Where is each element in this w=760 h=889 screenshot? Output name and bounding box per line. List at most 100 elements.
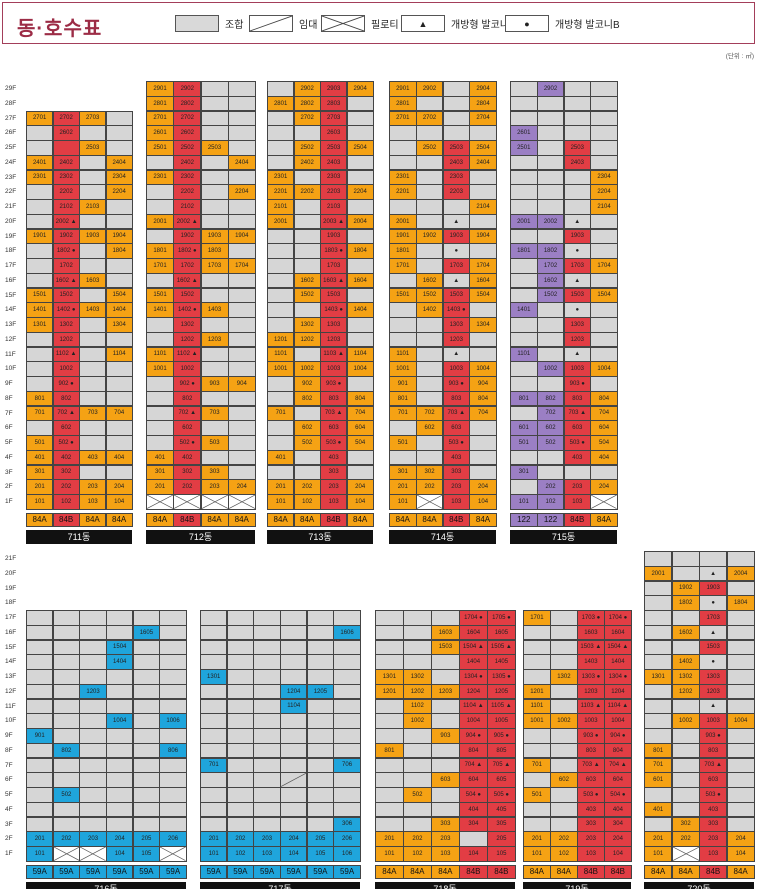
- unit-cell: [106, 772, 134, 788]
- unit-cell: [267, 258, 295, 274]
- unit-type-cell: 84B: [442, 512, 471, 527]
- unit-cell: 2002 ▲: [52, 213, 80, 230]
- unit-cell: 702 ▲: [52, 405, 80, 422]
- unit-cell: [536, 449, 565, 466]
- floor-label: 17F: [5, 614, 17, 621]
- unit-type-cell: 84A: [403, 864, 432, 879]
- unit-cell: [726, 551, 755, 567]
- unit-cell: [200, 816, 228, 833]
- unit-cell: [403, 772, 432, 788]
- building-name: 717동: [200, 881, 360, 889]
- unit-cell: 2404: [227, 154, 256, 171]
- unit-cell: [227, 302, 256, 318]
- unit-cell: 1004: [106, 713, 134, 729]
- unit-cell: [26, 757, 54, 774]
- legend-swatch-rental: [249, 15, 293, 32]
- unit-cell: [79, 169, 107, 186]
- unit-cell: 1302: [52, 317, 80, 333]
- unit-cell: [227, 317, 256, 333]
- unit-cell: 2601: [146, 125, 175, 141]
- unit-cell: [671, 610, 700, 626]
- unit-cell: [333, 654, 361, 670]
- unit-cell: 1803 ●: [320, 243, 348, 259]
- unit-cell: [52, 610, 81, 626]
- unit-cell: 1003: [699, 713, 728, 729]
- unit-type-cell: 84A: [346, 512, 374, 527]
- unit-cell: [431, 742, 460, 759]
- unit-cell: 1602: [536, 272, 565, 289]
- unit-cell: [726, 624, 755, 641]
- unit-type-cell: 84A: [200, 512, 229, 527]
- unit-cell: 405: [487, 801, 516, 818]
- unit-cell: 2103: [320, 199, 348, 215]
- unit-cell: [146, 154, 175, 171]
- unit-cell: [106, 742, 134, 759]
- header-bar: 동·호수표 조합 임대 필로티 ▲ 개방형 발코니A ● 개방형 발코니B: [2, 2, 755, 44]
- unit-cell: 801: [644, 742, 673, 759]
- unit-cell: [590, 331, 618, 348]
- unit-cell: 1203: [577, 683, 605, 700]
- unit-cell: [403, 757, 432, 774]
- unit-cell: [550, 639, 578, 656]
- unit-cell: 604: [346, 420, 374, 436]
- floor-label: 11F: [5, 702, 16, 710]
- unit-cell: 1304: [469, 317, 497, 333]
- unit-cell: 2203: [442, 184, 471, 200]
- unit-cell: [227, 390, 256, 407]
- floor-label: 26F: [5, 129, 17, 137]
- unit-cell: ●: [442, 243, 471, 259]
- unit-cell: [200, 81, 229, 97]
- unit-cell: [159, 772, 187, 788]
- unit-cell: [306, 772, 335, 788]
- unit-cell: [226, 757, 255, 774]
- dot-icon: ●: [505, 15, 549, 32]
- unit-cell: [79, 361, 107, 377]
- unit-cell: 2901: [146, 81, 175, 97]
- unit-type-cell: 84A: [671, 864, 700, 879]
- unit-cell: [159, 757, 187, 774]
- unit-cell: 204: [280, 831, 308, 847]
- unit-cell: 503 ●: [563, 435, 592, 451]
- unit-cell: [146, 376, 175, 392]
- unit-cell: [415, 184, 444, 200]
- unit-cell: 2402: [173, 154, 202, 171]
- unit-cell: 1104: [346, 346, 374, 363]
- unit-cell: 704: [346, 405, 374, 422]
- unit-cell: [459, 831, 488, 847]
- unit-cell: 102: [293, 494, 321, 510]
- unit-cell: [550, 816, 578, 833]
- unit-cell: ●: [563, 243, 592, 259]
- unit-type-cell: 59A: [253, 864, 281, 879]
- unit-cell: 1302: [403, 669, 432, 685]
- unit-cell: 503 ●: [442, 435, 471, 451]
- unit-cell: 1203: [79, 683, 107, 700]
- unit-type-cell: 59A: [79, 864, 107, 879]
- unit-cell: 2104: [469, 199, 497, 215]
- unit-cell: [227, 405, 256, 422]
- unit-cell: [79, 639, 107, 656]
- unit-cell: 1504: [590, 287, 618, 304]
- unit-cell: 905 ●: [487, 728, 516, 744]
- unit-cell: [79, 154, 107, 171]
- unit-cell: [280, 654, 308, 670]
- unit-type-cell: 84A: [267, 512, 295, 527]
- unit-cell: 1404: [105, 302, 133, 318]
- unit-cell: 504 ●: [604, 787, 632, 803]
- unit-cell: 1501: [389, 287, 417, 304]
- unit-cell: [469, 125, 497, 141]
- unit-cell: 105: [132, 846, 161, 862]
- unit-cell: 2303: [442, 169, 471, 186]
- unit-cell: [442, 125, 471, 141]
- unit-cell: 1404: [106, 654, 134, 670]
- unit-cell: [536, 169, 565, 186]
- unit-cell: [415, 390, 444, 407]
- unit-cell: 2403: [442, 154, 471, 171]
- unit-cell: [200, 110, 229, 127]
- unit-cell: 1202: [52, 331, 80, 348]
- unit-cell: [132, 713, 161, 729]
- unit-cell: [226, 639, 255, 656]
- unit-cell: 1401: [146, 302, 175, 318]
- unit-type-cell: 84A: [375, 864, 404, 879]
- unit-type-cell: 84A: [726, 864, 755, 879]
- unit-cell: [52, 654, 81, 670]
